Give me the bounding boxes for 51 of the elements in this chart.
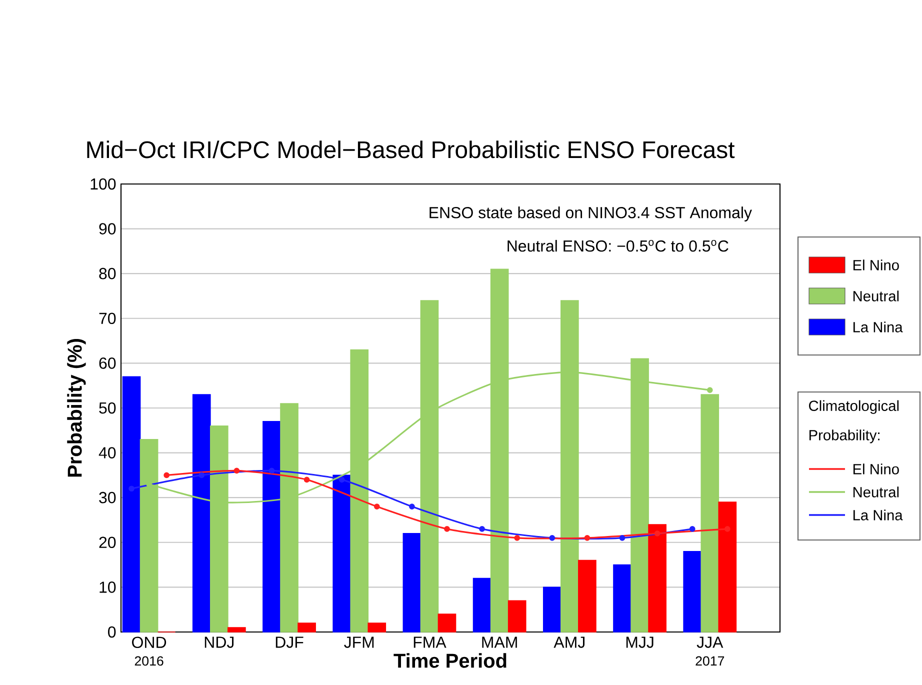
bar xyxy=(402,533,422,632)
text: 2017 xyxy=(696,656,724,666)
bar xyxy=(332,474,351,632)
bar xyxy=(228,627,246,632)
y-tick-label: 50 xyxy=(99,402,116,414)
x-tick-label: JJA xyxy=(696,636,724,648)
y-tick-label: 90 xyxy=(99,223,116,234)
y-tick-label: 10 xyxy=(100,582,116,593)
y-tick-label: 0 xyxy=(108,626,116,638)
x-tick-label: AMJ xyxy=(554,636,584,648)
bar xyxy=(298,622,316,632)
bar xyxy=(122,376,141,632)
x-tick-label: OND xyxy=(132,636,166,648)
legend-label: La Nina xyxy=(853,510,903,520)
x-axis-title: Time Period xyxy=(394,653,506,668)
y-axis-title: Probability (%) xyxy=(67,338,86,477)
bar xyxy=(683,550,702,632)
chart-title: Mid−Oct IRI/CPC Model−Based Probabilistic ENSO Forecast xyxy=(87,140,735,158)
legend-label: Neutral xyxy=(853,290,899,302)
x-tick-label: FMA xyxy=(414,636,446,648)
bar xyxy=(578,560,596,632)
annotation: Neutral ENSO: −0.5$^{o}$C to 0.5$^{o}$C xyxy=(508,240,728,252)
bar xyxy=(368,622,386,632)
bar xyxy=(718,502,737,632)
text: 2016 xyxy=(134,656,164,666)
x-tick-label: MJJ xyxy=(626,636,654,648)
y-tick-label: 40 xyxy=(98,447,116,458)
legend-label: Neutral xyxy=(853,486,899,498)
x-tick-label: JFM xyxy=(344,636,374,648)
x-tick-label: DJF xyxy=(276,636,304,648)
y-tick-label: 80 xyxy=(99,268,116,280)
y-tick-label: 30 xyxy=(99,492,116,504)
bar xyxy=(472,578,492,632)
x-tick-label: MAM xyxy=(482,636,517,648)
annotation: ENSO state based on NINO3.4 SST Anomaly xyxy=(430,206,752,222)
y-tick-label: 60 xyxy=(99,358,116,369)
bar xyxy=(648,524,666,632)
legend-label: El Nino xyxy=(853,260,899,270)
legend-label: La Nina xyxy=(853,322,903,332)
x-tick-label: NDJ xyxy=(204,636,234,648)
bar xyxy=(262,421,281,632)
legend-label: El Nino xyxy=(853,464,899,474)
bar xyxy=(613,564,632,632)
legend-title: Climatological Probability: xyxy=(809,400,899,444)
bar xyxy=(438,614,456,632)
bar xyxy=(192,394,211,632)
y-tick-label: 100 xyxy=(90,178,116,190)
bar xyxy=(508,600,526,632)
y-tick-label: 20 xyxy=(99,536,116,548)
y-tick-label: 70 xyxy=(99,312,116,324)
bar xyxy=(542,586,562,632)
